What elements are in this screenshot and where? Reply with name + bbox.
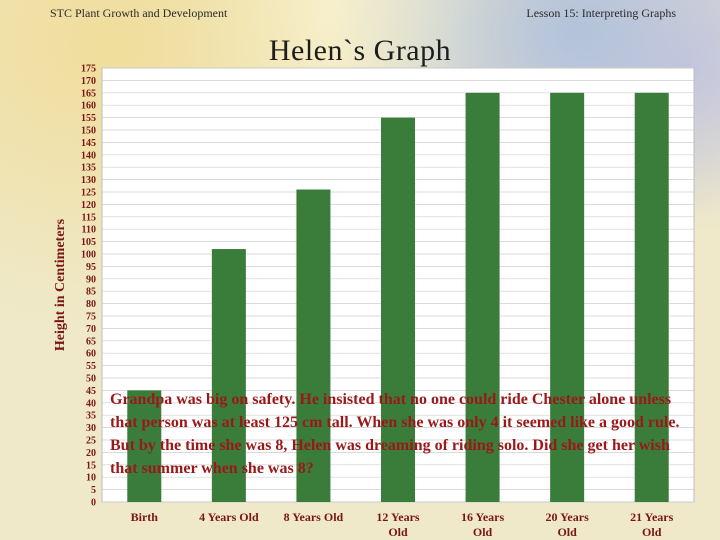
x-tick-label: Birth bbox=[131, 510, 159, 524]
x-tick-label: 8 Years Old bbox=[284, 510, 344, 524]
bar bbox=[211, 249, 246, 502]
y-tick-label: 170 bbox=[81, 76, 96, 87]
x-tick-label: 4 Years Old bbox=[199, 510, 259, 524]
bar bbox=[296, 189, 331, 502]
bar bbox=[127, 390, 162, 502]
y-tick-label: 160 bbox=[81, 101, 96, 112]
y-tick-label: 110 bbox=[82, 225, 96, 236]
y-tick-label: 95 bbox=[86, 262, 96, 273]
y-tick-label: 100 bbox=[81, 250, 96, 261]
chart-title: Helen`s Graph bbox=[268, 34, 452, 67]
y-tick-label: 40 bbox=[86, 398, 96, 409]
x-tick-label: 20 Years Old bbox=[546, 510, 590, 539]
y-tick-label: 35 bbox=[86, 411, 96, 422]
y-tick-label: 20 bbox=[86, 448, 96, 459]
y-tick-label: 115 bbox=[82, 212, 96, 223]
y-tick-label: 135 bbox=[81, 163, 96, 174]
y-tick-label: 155 bbox=[81, 113, 96, 124]
y-tick-label: 125 bbox=[81, 188, 96, 199]
y-tick-label: 10 bbox=[86, 473, 96, 484]
y-tick-label: 25 bbox=[86, 436, 96, 447]
lesson-title: Lesson 15: Interpreting Graphs bbox=[526, 6, 676, 20]
y-tick-label: 130 bbox=[81, 175, 96, 186]
y-tick-label: 120 bbox=[81, 200, 96, 211]
y-tick-label: 30 bbox=[86, 423, 96, 434]
y-tick-label: 90 bbox=[86, 274, 96, 285]
y-tick-label: 145 bbox=[81, 138, 96, 149]
story-caption: Grandpa was big on safety. He insisted t… bbox=[110, 391, 680, 477]
bar bbox=[550, 92, 585, 503]
bar bbox=[381, 117, 415, 502]
course-title: STC Plant Growth and Development bbox=[50, 6, 228, 20]
y-tick-label: 175 bbox=[81, 64, 96, 75]
bar bbox=[465, 92, 500, 503]
x-tick-label: 21 Years Old bbox=[630, 510, 674, 539]
y-tick-label: 5 bbox=[91, 485, 96, 496]
y-tick-label: 75 bbox=[86, 312, 96, 323]
y-tick-label: 60 bbox=[86, 349, 96, 360]
bar bbox=[634, 92, 669, 503]
y-tick-label: 105 bbox=[81, 237, 96, 248]
y-tick-label: 80 bbox=[86, 299, 96, 310]
y-tick-label: 45 bbox=[86, 386, 96, 397]
y-tick-label: 50 bbox=[86, 374, 96, 385]
y-axis-label: Height in Centimeters bbox=[53, 218, 68, 352]
y-tick-label: 0 bbox=[91, 498, 96, 509]
y-tick-label: 55 bbox=[86, 361, 96, 372]
y-tick-label: 65 bbox=[86, 336, 96, 347]
y-tick-label: 85 bbox=[86, 287, 96, 298]
y-tick-label: 15 bbox=[86, 460, 96, 471]
y-tick-label: 165 bbox=[81, 88, 96, 99]
x-tick-label: 16 Years Old bbox=[461, 510, 505, 539]
y-tick-label: 150 bbox=[81, 126, 96, 137]
y-tick-label: 140 bbox=[81, 150, 96, 161]
y-tick-label: 70 bbox=[86, 324, 96, 335]
x-tick-label: 12 Years Old bbox=[376, 510, 420, 539]
